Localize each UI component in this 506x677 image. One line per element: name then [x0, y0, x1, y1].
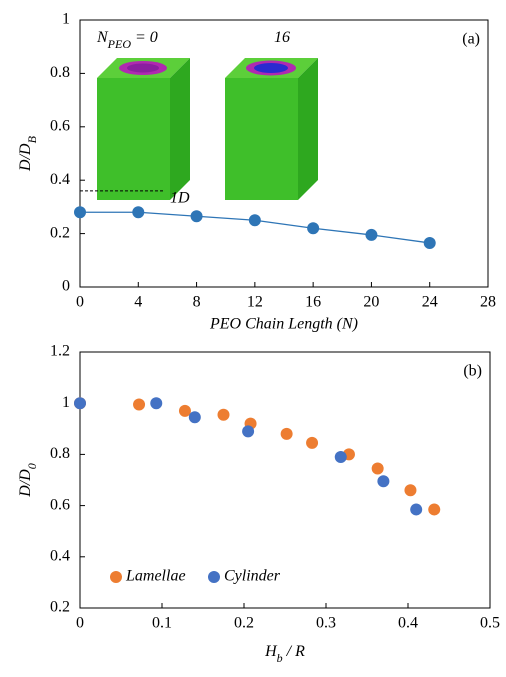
point	[133, 398, 146, 411]
y-axis-label: D/D0	[17, 463, 39, 498]
point	[410, 503, 423, 516]
inset-label: NPEO = 0	[96, 29, 158, 51]
y-tick-label: 1	[62, 11, 70, 28]
point	[404, 484, 417, 497]
x-axis-label-sub: b	[277, 651, 283, 665]
y-tick-label: 0.2	[50, 599, 70, 616]
point	[242, 425, 255, 438]
y-tick-label: 0.8	[50, 445, 70, 462]
point	[190, 210, 203, 223]
core	[127, 63, 159, 73]
point	[423, 236, 436, 249]
point	[132, 206, 145, 219]
y-axis-label-sub: B	[25, 135, 39, 143]
panel-label: (a)	[462, 31, 480, 48]
x-tick-label: 0	[76, 615, 84, 632]
y-tick-label: 0.6	[50, 496, 70, 513]
inset-label-main: N	[96, 29, 109, 46]
point	[365, 228, 378, 241]
point	[334, 450, 347, 463]
legend-marker	[208, 571, 220, 583]
reference-label: 1D	[170, 190, 190, 207]
legend-label: Lamellae	[125, 568, 186, 585]
x-axis-label: PEO Chain Length (N)	[209, 316, 358, 333]
point	[178, 404, 191, 417]
panel-label: (b)	[463, 363, 482, 380]
y-tick-label: 1.2	[50, 343, 70, 360]
point	[307, 222, 320, 235]
x-tick-label: 28	[480, 294, 496, 311]
y-tick-label: 0.4	[50, 171, 70, 188]
y-tick-label: 1	[62, 394, 70, 411]
x-tick-label: 0.1	[152, 615, 172, 632]
point	[306, 436, 319, 449]
y-tick-label: 0.6	[50, 117, 70, 134]
y-axis-label-main: D/D	[17, 143, 34, 172]
point	[74, 206, 86, 219]
x-tick-label: 12	[247, 294, 263, 311]
point	[248, 214, 261, 227]
inset-label-sub: PEO	[107, 37, 132, 51]
x-tick-label: 20	[363, 294, 379, 311]
point	[377, 475, 390, 488]
y-axis-label-main: D/D	[17, 469, 34, 498]
x-tick-label: 0.4	[398, 615, 418, 632]
y-tick-label: 0.4	[50, 547, 70, 564]
y-tick-label: 0.2	[50, 224, 70, 241]
y-axis-label: D/DB	[17, 135, 39, 172]
inset-label: 16	[274, 29, 290, 46]
inset-label-rest: = 0	[131, 29, 158, 46]
x-tick-label: 8	[193, 294, 201, 311]
x-tick-label: 0	[76, 294, 84, 311]
x-tick-label: 4	[134, 294, 142, 311]
x-tick-label: 0.3	[316, 615, 336, 632]
x-tick-label: 0.5	[480, 615, 500, 632]
point	[280, 427, 293, 440]
legend-label: Cylinder	[224, 568, 281, 585]
core	[254, 63, 288, 73]
inset-label-main: 16	[274, 29, 290, 46]
x-axis-label-rest: / R	[283, 643, 305, 660]
point	[217, 408, 230, 421]
point	[188, 411, 201, 424]
point	[150, 397, 163, 410]
x-axis-label: Hb / R	[264, 643, 305, 665]
point	[371, 462, 384, 475]
cube-front	[97, 78, 170, 200]
x-tick-label: 0.2	[234, 615, 254, 632]
cube-side	[298, 58, 318, 200]
y-tick-label: 0.8	[50, 64, 70, 81]
cube-side	[170, 58, 190, 200]
plot-frame	[79, 351, 491, 609]
x-tick-label: 24	[422, 294, 438, 311]
point	[74, 397, 86, 410]
y-axis-label-sub: 0	[25, 463, 39, 469]
x-tick-label: 16	[305, 294, 321, 311]
plot-frame	[79, 19, 489, 288]
point	[428, 503, 441, 516]
inset-cubes	[97, 58, 318, 200]
y-tick-label: 0	[62, 278, 70, 295]
x-axis-label-main: H	[264, 643, 278, 660]
cube-front	[225, 78, 298, 200]
legend-marker	[110, 571, 122, 583]
